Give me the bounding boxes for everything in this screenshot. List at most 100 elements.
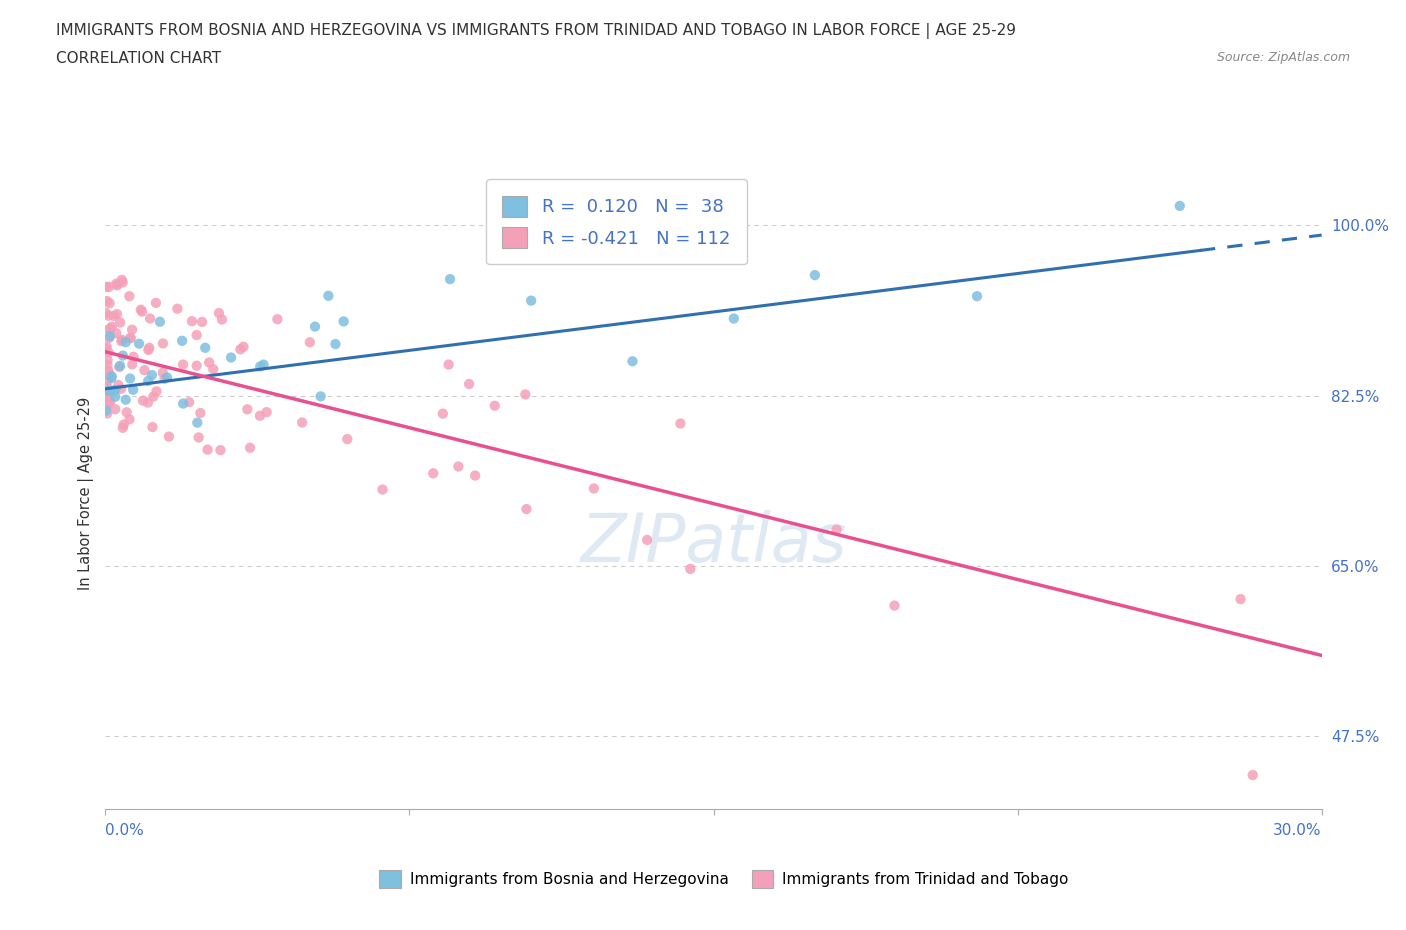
Point: [149, 314, 172, 329]
Point: [97, 367, 120, 382]
Point: [298, 335, 321, 350]
Point: [97, 365, 120, 380]
Point: [172, 333, 194, 348]
Point: [181, 313, 204, 328]
Point: [105, 276, 128, 291]
Point: [98, 328, 121, 343]
Point: [484, 398, 506, 413]
Point: [97, 395, 120, 410]
Point: [100, 322, 122, 337]
Point: [249, 408, 271, 423]
Point: [172, 396, 194, 411]
Point: [138, 340, 160, 355]
Point: [679, 562, 702, 577]
Point: [94, 392, 117, 407]
Point: [332, 314, 354, 329]
Point: [325, 337, 347, 352]
Point: [96, 358, 118, 373]
Point: [120, 330, 142, 345]
Point: [156, 370, 179, 385]
Point: [152, 336, 174, 351]
Point: [121, 323, 143, 338]
Point: [114, 335, 136, 350]
Point: [883, 598, 905, 613]
Point: [96, 379, 118, 394]
Point: [172, 357, 194, 372]
Text: ZIPatlas: ZIPatlas: [581, 511, 846, 577]
Point: [105, 326, 128, 340]
Point: [138, 342, 160, 357]
Point: [94, 279, 117, 294]
Point: [108, 360, 131, 375]
Point: [96, 364, 118, 379]
Point: [96, 391, 118, 405]
Point: [118, 412, 141, 427]
Point: [121, 357, 143, 372]
Point: [152, 365, 174, 380]
Point: [101, 319, 124, 334]
Point: [118, 289, 141, 304]
Point: [437, 357, 460, 372]
Point: [97, 345, 120, 360]
Point: [111, 272, 134, 287]
Text: Source: ZipAtlas.com: Source: ZipAtlas.com: [1216, 51, 1350, 64]
Point: [97, 352, 120, 367]
Text: 0.0%: 0.0%: [105, 823, 145, 838]
Point: [94, 341, 117, 356]
Point: [515, 501, 537, 516]
Point: [132, 393, 155, 408]
Point: [186, 327, 208, 342]
Y-axis label: In Labor Force | Age 25-29: In Labor Force | Age 25-29: [79, 396, 94, 590]
Point: [232, 339, 254, 354]
Point: [582, 481, 605, 496]
Point: [111, 348, 134, 363]
Point: [1229, 591, 1251, 606]
Point: [318, 288, 340, 303]
Point: [136, 395, 159, 410]
Point: [422, 466, 444, 481]
Point: [219, 350, 242, 365]
Point: [464, 468, 486, 483]
Point: [97, 387, 120, 402]
Point: [186, 415, 208, 430]
Point: [134, 363, 156, 378]
Point: [94, 403, 117, 418]
Point: [98, 330, 121, 345]
Point: [94, 305, 117, 320]
Point: [191, 314, 214, 329]
Point: [104, 402, 127, 417]
Point: [96, 373, 118, 388]
Text: 30.0%: 30.0%: [1274, 823, 1322, 838]
Point: [105, 278, 128, 293]
Point: [166, 301, 188, 316]
Point: [129, 302, 152, 317]
Point: [256, 405, 278, 419]
Point: [145, 296, 167, 311]
Point: [107, 378, 129, 392]
Point: [432, 406, 454, 421]
Text: CORRELATION CHART: CORRELATION CHART: [56, 51, 221, 66]
Point: [96, 398, 118, 413]
Point: [108, 358, 131, 373]
Point: [187, 430, 209, 445]
Point: [252, 357, 274, 372]
Point: [100, 369, 122, 384]
Point: [239, 440, 262, 455]
Point: [966, 289, 988, 304]
Point: [122, 382, 145, 397]
Point: [304, 319, 326, 334]
Point: [114, 392, 136, 407]
Point: [266, 312, 288, 326]
Point: [186, 358, 208, 373]
Point: [131, 304, 153, 319]
Point: [439, 272, 461, 286]
Point: [96, 406, 118, 421]
Point: [804, 268, 827, 283]
Point: [194, 340, 217, 355]
Point: [96, 367, 118, 382]
Legend: R =  0.120   N =  38, R = -0.421   N = 112: R = 0.120 N = 38, R = -0.421 N = 112: [486, 179, 747, 264]
Point: [197, 443, 219, 458]
Point: [96, 339, 118, 354]
Point: [136, 374, 159, 389]
Point: [371, 482, 394, 497]
